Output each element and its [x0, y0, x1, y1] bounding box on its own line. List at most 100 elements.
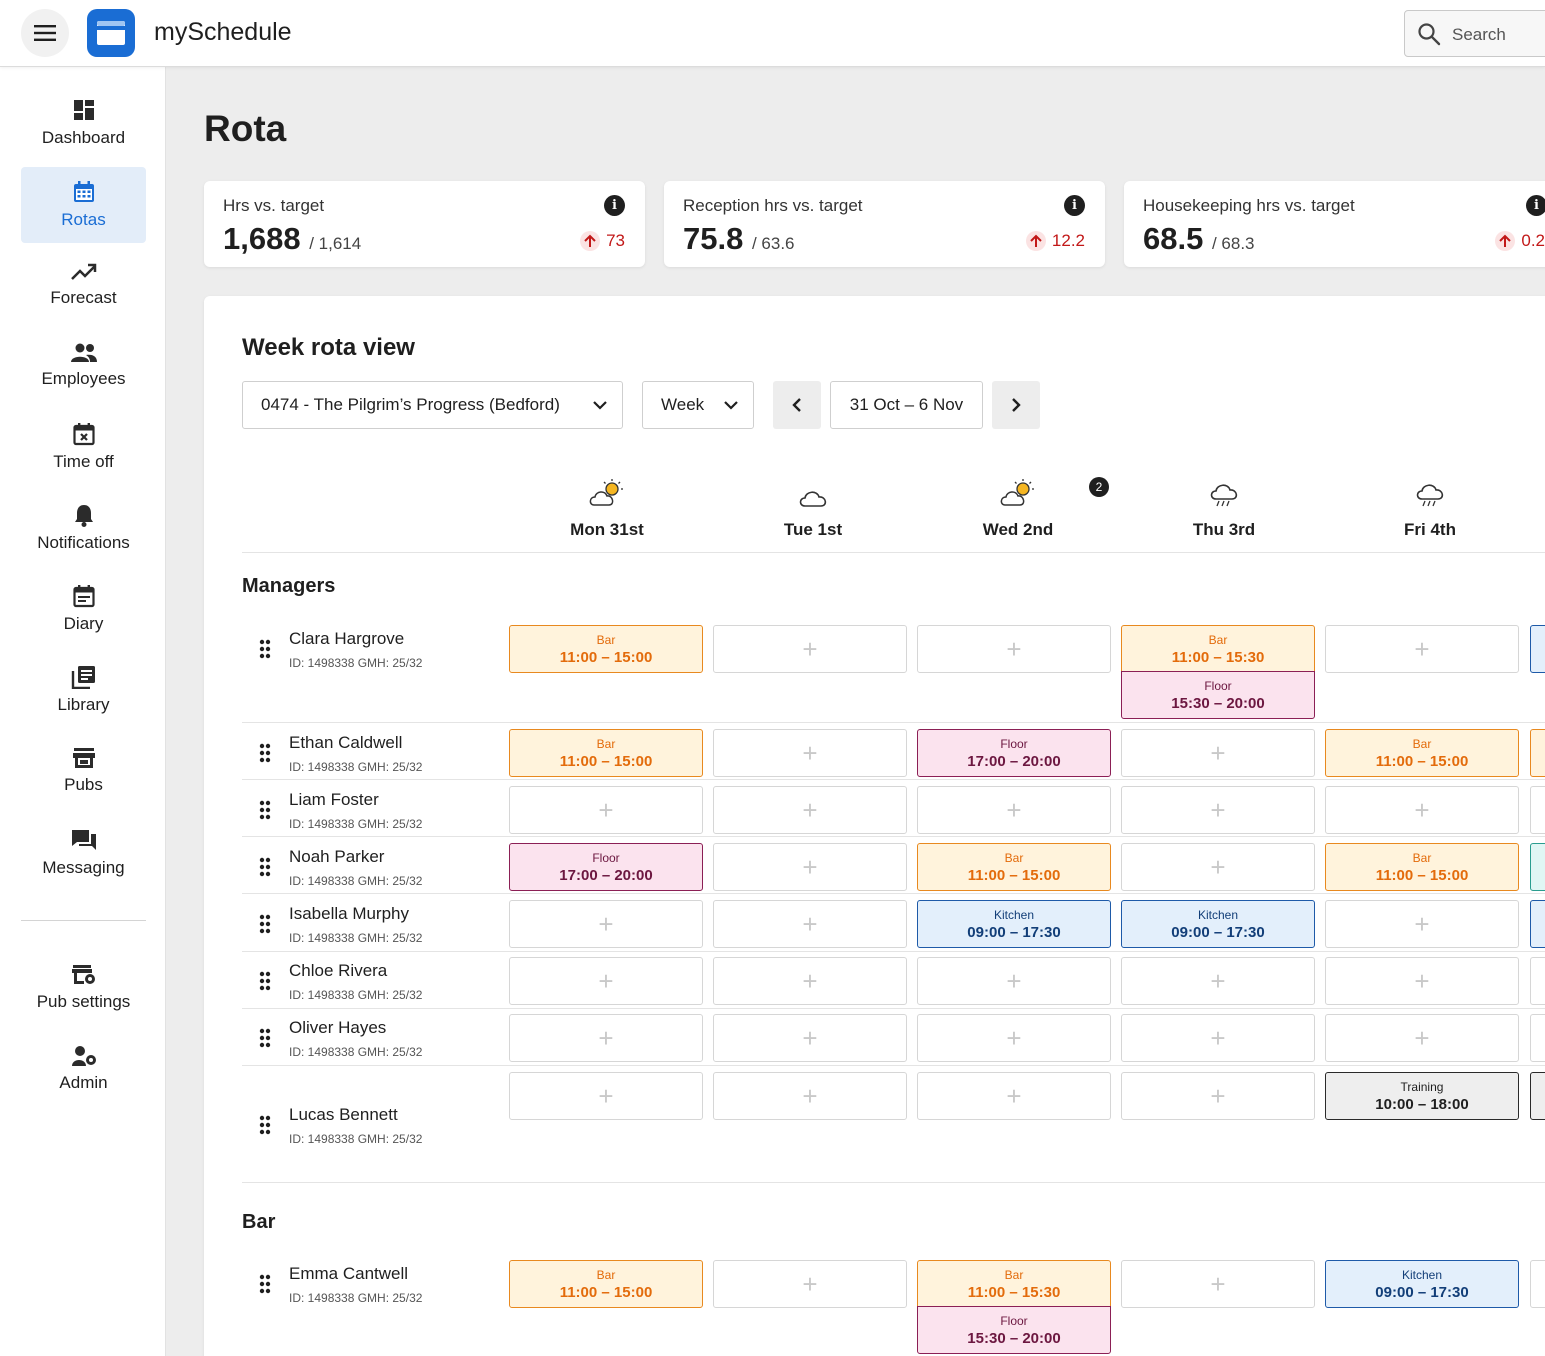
- drag-handle-icon[interactable]: [259, 971, 271, 991]
- drag-handle-icon[interactable]: [259, 743, 271, 763]
- employee-name[interactable]: Emma Cantwell: [289, 1264, 409, 1283]
- plus-icon: +: [1414, 634, 1430, 664]
- shift-cell-partial[interactable]: [1530, 900, 1545, 948]
- add-shift-cell[interactable]: +: [917, 1014, 1111, 1062]
- drag-handle-icon[interactable]: [259, 1115, 271, 1135]
- drag-handle-icon[interactable]: [259, 914, 271, 934]
- add-shift-cell[interactable]: +: [1325, 786, 1519, 834]
- sidebar-item-pubs[interactable]: Pubs: [21, 733, 146, 809]
- shift-cell[interactable]: Bar 11:00 – 15:30: [1121, 625, 1315, 673]
- add-shift-cell[interactable]: +: [713, 843, 907, 891]
- add-shift-cell[interactable]: +: [917, 786, 1111, 834]
- shift-cell[interactable]: Bar 11:00 – 15:00: [509, 625, 703, 673]
- add-shift-cell[interactable]: +: [1325, 1014, 1519, 1062]
- shift-cell[interactable]: Kitchen 09:00 – 17:30: [917, 900, 1111, 948]
- add-shift-cell[interactable]: +: [509, 1072, 703, 1120]
- add-shift-cell[interactable]: +: [1325, 900, 1519, 948]
- shift-cell-partial[interactable]: [1530, 729, 1545, 777]
- sidebar-item-forecast[interactable]: Forecast: [21, 247, 146, 323]
- add-shift-cell[interactable]: +: [713, 729, 907, 777]
- sidebar-item-notifications[interactable]: Notifications: [21, 490, 146, 566]
- add-shift-cell[interactable]: +: [713, 900, 907, 948]
- add-shift-cell[interactable]: +: [713, 1014, 907, 1062]
- add-shift-cell[interactable]: +: [917, 1072, 1111, 1120]
- add-shift-cell[interactable]: +: [713, 1260, 907, 1308]
- search-input[interactable]: Search: [1452, 25, 1506, 44]
- sidebar-item-dashboard[interactable]: Dashboard: [21, 85, 146, 161]
- add-shift-cell[interactable]: +: [1121, 843, 1315, 891]
- shift-cell[interactable]: Bar 11:00 – 15:00: [1325, 843, 1519, 891]
- shift-cell[interactable]: Floor 17:00 – 20:00: [509, 843, 703, 891]
- notification-badge[interactable]: 2: [1089, 477, 1109, 497]
- pub-select[interactable]: 0474 - The Pilgrim’s Progress (Bedford): [242, 381, 623, 429]
- drag-handle-icon[interactable]: [259, 857, 271, 877]
- shift-cell[interactable]: Kitchen 09:00 – 17:30: [1121, 900, 1315, 948]
- employee-name[interactable]: Chloe Rivera: [289, 961, 388, 980]
- add-shift-cell[interactable]: +: [713, 786, 907, 834]
- drag-handle-icon[interactable]: [259, 1028, 271, 1048]
- sidebar-item-admin[interactable]: Admin: [21, 1031, 146, 1107]
- previous-week-button[interactable]: [773, 381, 821, 429]
- shift-cell[interactable]: Bar 11:00 – 15:00: [1325, 729, 1519, 777]
- add-shift-cell[interactable]: +: [713, 957, 907, 1005]
- add-shift-cell[interactable]: +: [1121, 1014, 1315, 1062]
- app-logo[interactable]: [87, 9, 135, 57]
- add-shift-cell[interactable]: +: [1325, 957, 1519, 1005]
- menu-button[interactable]: [21, 9, 69, 57]
- drag-handle-icon[interactable]: [259, 800, 271, 820]
- shift-cell[interactable]: Bar 11:00 – 15:30: [917, 1260, 1111, 1308]
- search-box[interactable]: Search: [1404, 10, 1545, 57]
- shift-cell-partial[interactable]: [1530, 843, 1545, 891]
- add-shift-cell[interactable]: +: [1121, 729, 1315, 777]
- shift-cell[interactable]: Training 10:00 – 18:00: [1325, 1072, 1519, 1120]
- shift-cell-partial[interactable]: [1530, 625, 1545, 673]
- info-icon[interactable]: i: [1526, 195, 1545, 216]
- sidebar-item-pub-settings[interactable]: Pub settings: [21, 950, 146, 1026]
- add-shift-cell[interactable]: +: [1121, 1260, 1315, 1308]
- add-shift-cell[interactable]: +: [1325, 625, 1519, 673]
- shift-cell[interactable]: Floor 15:30 – 20:00: [917, 1306, 1111, 1354]
- employee-name[interactable]: Isabella Murphy: [289, 904, 410, 923]
- employee-name[interactable]: Ethan Caldwell: [289, 733, 403, 752]
- shift-cell-partial[interactable]: [1530, 786, 1545, 834]
- shift-cell[interactable]: Bar 11:00 – 15:00: [509, 729, 703, 777]
- shift-cell-partial[interactable]: [1530, 1260, 1545, 1308]
- drag-handle-icon[interactable]: [259, 639, 271, 659]
- employee-name[interactable]: Clara Hargrove: [289, 629, 405, 648]
- employee-name[interactable]: Oliver Hayes: [289, 1018, 387, 1037]
- sidebar-item-rotas[interactable]: Rotas: [21, 167, 146, 243]
- info-icon[interactable]: i: [1064, 195, 1085, 216]
- shift-cell[interactable]: Floor 15:30 – 20:00: [1121, 671, 1315, 719]
- employee-name[interactable]: Noah Parker: [289, 847, 385, 866]
- sidebar-item-time-off[interactable]: Time off: [21, 409, 146, 485]
- shift-cell[interactable]: Bar 11:00 – 15:00: [917, 843, 1111, 891]
- add-shift-cell[interactable]: +: [1121, 957, 1315, 1005]
- shift-cell-partial[interactable]: [1530, 1014, 1545, 1062]
- add-shift-cell[interactable]: +: [509, 1014, 703, 1062]
- shift-cell[interactable]: Kitchen 09:00 – 17:30: [1325, 1260, 1519, 1308]
- add-shift-cell[interactable]: +: [917, 625, 1111, 673]
- sidebar-item-library[interactable]: Library: [21, 652, 146, 728]
- add-shift-cell[interactable]: +: [509, 786, 703, 834]
- date-range-button[interactable]: 31 Oct – 6 Nov: [830, 381, 983, 429]
- employee-name[interactable]: Lucas Bennett: [289, 1105, 398, 1124]
- info-icon[interactable]: i: [604, 195, 625, 216]
- shift-cell-partial[interactable]: [1530, 1072, 1545, 1120]
- add-shift-cell[interactable]: +: [713, 625, 907, 673]
- shift-cell-partial[interactable]: [1530, 957, 1545, 1005]
- period-select[interactable]: Week: [642, 381, 754, 429]
- employee-name[interactable]: Liam Foster: [289, 790, 379, 809]
- shift-cell[interactable]: Bar 11:00 – 15:00: [509, 1260, 703, 1308]
- add-shift-cell[interactable]: +: [509, 957, 703, 1005]
- shift-cell[interactable]: Floor 17:00 – 20:00: [917, 729, 1111, 777]
- sidebar-item-diary[interactable]: Diary: [21, 571, 146, 647]
- sidebar-item-employees[interactable]: Employees: [21, 328, 146, 404]
- add-shift-cell[interactable]: +: [917, 957, 1111, 1005]
- drag-handle-icon[interactable]: [259, 1274, 271, 1294]
- add-shift-cell[interactable]: +: [1121, 1072, 1315, 1120]
- add-shift-cell[interactable]: +: [713, 1072, 907, 1120]
- add-shift-cell[interactable]: +: [509, 900, 703, 948]
- add-shift-cell[interactable]: +: [1121, 786, 1315, 834]
- sidebar-item-messaging[interactable]: Messaging: [21, 815, 146, 891]
- next-week-button[interactable]: [992, 381, 1040, 429]
